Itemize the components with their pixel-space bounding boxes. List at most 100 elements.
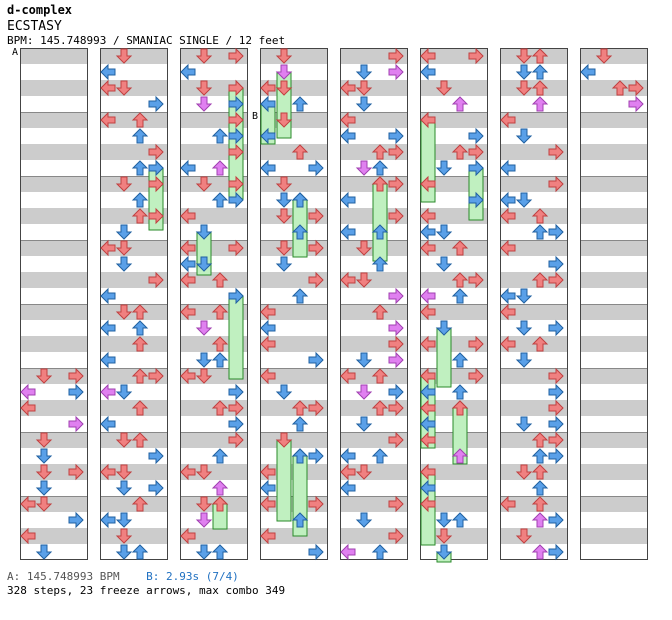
up-arrow-icon <box>131 304 149 320</box>
down-arrow-icon <box>275 80 293 96</box>
up-arrow-icon <box>611 80 629 96</box>
column-border <box>260 48 328 560</box>
left-arrow-icon <box>180 239 196 257</box>
down-arrow-icon <box>275 192 293 208</box>
beat-stripe <box>420 496 488 512</box>
beat-stripe <box>180 464 248 480</box>
down-arrow-icon <box>115 432 133 448</box>
right-arrow-icon <box>68 383 84 401</box>
up-arrow-icon <box>211 336 229 352</box>
left-arrow-icon <box>180 255 196 273</box>
bpm-legend: A: 145.748993 BPM <box>7 570 120 583</box>
left-arrow-icon <box>420 463 436 481</box>
down-arrow-icon <box>115 48 133 64</box>
beat-stripe <box>580 176 648 192</box>
beat-stripe <box>580 496 648 512</box>
up-arrow-icon <box>451 352 469 368</box>
right-arrow-icon <box>228 47 244 65</box>
left-arrow-icon <box>340 191 356 209</box>
right-arrow-icon <box>548 319 564 337</box>
left-arrow-icon <box>420 399 436 417</box>
down-arrow-icon <box>195 496 213 512</box>
left-arrow-icon <box>20 399 36 417</box>
beat-stripe <box>180 528 248 544</box>
down-arrow-icon <box>275 240 293 256</box>
right-arrow-icon <box>68 463 84 481</box>
right-arrow-icon <box>468 191 484 209</box>
beat-stripe <box>580 48 648 64</box>
up-arrow-icon <box>211 400 229 416</box>
left-arrow-icon <box>420 207 436 225</box>
beat-stripe <box>100 80 168 96</box>
left-arrow-icon <box>180 303 196 321</box>
beat-stripe <box>580 240 648 256</box>
up-arrow-icon <box>291 416 309 432</box>
up-arrow-icon <box>451 448 469 464</box>
left-arrow-icon <box>100 63 116 81</box>
left-arrow-icon <box>420 367 436 385</box>
up-arrow-icon <box>451 400 469 416</box>
left-arrow-icon <box>260 303 276 321</box>
up-arrow-icon <box>211 272 229 288</box>
up-arrow-icon <box>211 160 229 176</box>
up-arrow-icon <box>371 224 389 240</box>
left-arrow-icon <box>180 63 196 81</box>
up-arrow-icon <box>531 80 549 96</box>
down-arrow-icon <box>515 528 533 544</box>
down-arrow-icon <box>355 160 373 176</box>
left-arrow-icon <box>180 463 196 481</box>
beat-stripe <box>500 400 568 416</box>
right-arrow-icon <box>148 479 164 497</box>
beat-stripe <box>180 432 248 448</box>
down-arrow-icon <box>515 192 533 208</box>
right-arrow-icon <box>388 143 404 161</box>
right-arrow-icon <box>548 143 564 161</box>
up-arrow-icon <box>371 544 389 560</box>
up-arrow-icon <box>291 192 309 208</box>
beat-stripe <box>20 464 88 480</box>
right-arrow-icon <box>548 415 564 433</box>
beat-stripe <box>20 240 88 256</box>
down-arrow-icon <box>435 160 453 176</box>
down-arrow-icon <box>435 256 453 272</box>
beat-stripe <box>20 272 88 288</box>
left-arrow-icon <box>340 79 356 97</box>
left-arrow-icon <box>500 335 516 353</box>
left-arrow-icon <box>100 111 116 129</box>
right-arrow-icon <box>308 495 324 513</box>
beat-stripe <box>580 112 648 128</box>
right-arrow-icon <box>388 319 404 337</box>
right-arrow-icon <box>308 399 324 417</box>
down-arrow-icon <box>275 256 293 272</box>
right-arrow-icon <box>388 495 404 513</box>
right-arrow-icon <box>148 175 164 193</box>
freeze-arrow <box>436 327 452 388</box>
right-arrow-icon <box>468 367 484 385</box>
beat-stripe <box>580 528 648 544</box>
up-arrow-icon <box>291 400 309 416</box>
up-arrow-icon <box>211 128 229 144</box>
down-arrow-icon <box>275 112 293 128</box>
up-arrow-icon <box>131 160 149 176</box>
up-arrow-icon <box>211 480 229 496</box>
left-arrow-icon <box>420 495 436 513</box>
up-arrow-icon <box>211 304 229 320</box>
down-arrow-icon <box>515 464 533 480</box>
up-arrow-icon <box>131 208 149 224</box>
up-arrow-icon <box>371 368 389 384</box>
beat-stripe <box>100 272 168 288</box>
left-arrow-icon <box>100 511 116 529</box>
down-arrow-icon <box>195 96 213 112</box>
down-arrow-icon <box>515 416 533 432</box>
beat-stripe <box>420 464 488 480</box>
down-arrow-icon <box>115 80 133 96</box>
down-arrow-icon <box>355 64 373 80</box>
right-arrow-icon <box>308 447 324 465</box>
down-arrow-icon <box>515 48 533 64</box>
down-arrow-icon <box>355 464 373 480</box>
beat-stripe <box>340 496 408 512</box>
down-arrow-icon <box>355 352 373 368</box>
down-arrow-icon <box>355 240 373 256</box>
beat-stripe <box>260 368 328 384</box>
